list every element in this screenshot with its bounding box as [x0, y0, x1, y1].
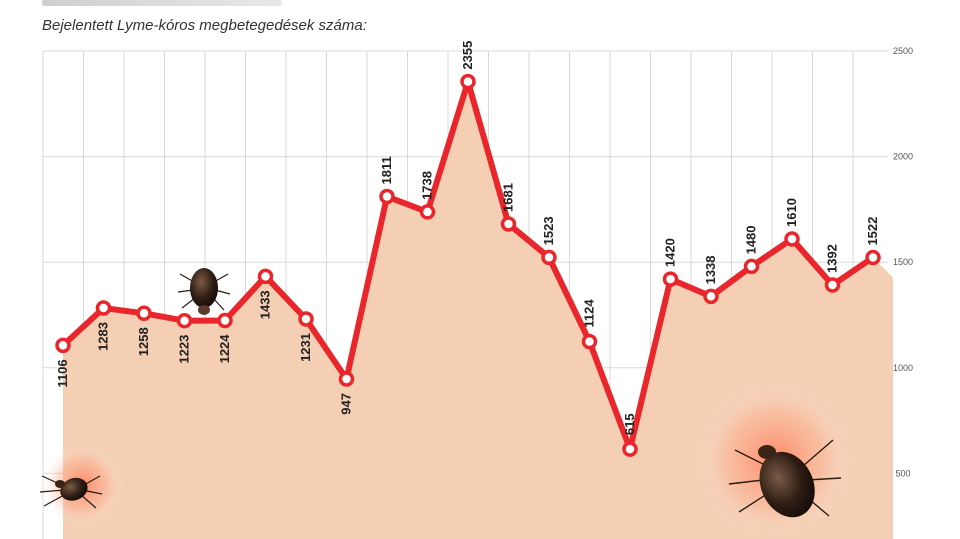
- data-point: [500, 216, 517, 232]
- y-tick-label: 500: [895, 468, 910, 478]
- data-label: 1392: [825, 244, 840, 273]
- data-point: [379, 188, 395, 205]
- data-point: [176, 312, 193, 329]
- data-label: 1433: [258, 290, 273, 319]
- data-label: 1224: [217, 334, 232, 364]
- data-point: [865, 249, 881, 266]
- faded-header-text: [42, 0, 282, 6]
- data-point: [541, 249, 557, 266]
- y-tick-label: 2500: [893, 46, 913, 56]
- data-label: 2355: [460, 41, 475, 70]
- data-label: 1738: [420, 171, 435, 200]
- area-shape: [63, 81, 893, 539]
- data-label: 1106: [55, 359, 70, 387]
- data-point: [257, 268, 274, 285]
- data-point: [338, 371, 355, 387]
- data-point: [217, 312, 233, 329]
- data-point: [95, 300, 112, 316]
- tick-icon: [177, 268, 231, 315]
- data-label: 1681: [501, 183, 516, 212]
- data-point: [298, 311, 314, 327]
- y-tick-label: 2000: [893, 152, 913, 162]
- data-point: [743, 258, 760, 275]
- data-label: 1811: [379, 156, 394, 184]
- y-axis-ticks: 500 1000 1500 2000 2500: [893, 46, 913, 478]
- data-label: 947: [339, 393, 354, 415]
- data-point: [581, 333, 598, 350]
- data-point: [703, 288, 719, 305]
- data-point: [622, 441, 638, 457]
- area-fill: [63, 81, 893, 539]
- chart-title: Bejelentett Lyme-kóros megbetegedések sz…: [42, 17, 367, 34]
- y-tick-label: 1500: [893, 257, 913, 267]
- data-markers: [55, 73, 881, 457]
- y-tick-label: 1000: [893, 363, 913, 373]
- top-header-strip: [0, 0, 960, 14]
- data-label: 1338: [703, 255, 718, 284]
- data-label: 1522: [865, 217, 880, 246]
- data-label: 1231: [298, 333, 313, 362]
- data-point: [460, 73, 476, 90]
- data-label: 1258: [136, 327, 151, 356]
- data-label: 1610: [784, 198, 799, 227]
- data-point: [419, 204, 436, 220]
- data-label: 1523: [541, 216, 556, 245]
- data-point: [55, 337, 71, 354]
- data-label: 1420: [663, 238, 678, 267]
- data-point: [136, 305, 152, 322]
- data-labels: 1106 1283 1258 1223 1224 1433 1231 947 1811 1738 2…: [55, 41, 880, 435]
- data-label: 615: [622, 413, 637, 435]
- data-label: 1480: [744, 226, 759, 255]
- data-point: [824, 277, 841, 293]
- data-label: 1223: [177, 335, 192, 364]
- tick-icon: [39, 443, 124, 527]
- data-label: 1124: [582, 299, 597, 328]
- data-label: 1283: [96, 322, 111, 351]
- tick-icon: [695, 380, 855, 539]
- data-point: [662, 271, 679, 287]
- data-point: [784, 231, 800, 247]
